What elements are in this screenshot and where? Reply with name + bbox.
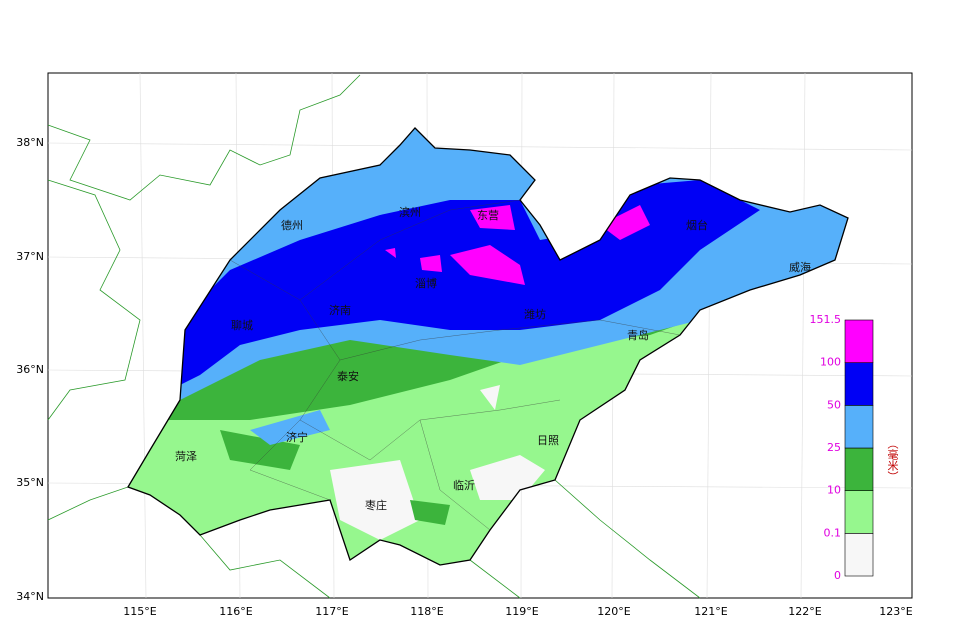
city-label: 枣庄	[365, 498, 387, 512]
lat-label: 36°N	[16, 363, 44, 376]
lat-label: 37°N	[16, 250, 44, 263]
legend-level: 50	[827, 398, 841, 411]
city-label: 滨州	[399, 205, 421, 219]
city-label: 聊城	[231, 318, 253, 332]
lon-label: 120°E	[597, 605, 630, 618]
lat-label: 35°N	[16, 476, 44, 489]
legend-level: 25	[827, 441, 841, 454]
legend-swatch	[844, 319, 874, 363]
city-label: 威海	[789, 260, 811, 274]
city-label: 德州	[281, 218, 303, 232]
rain-zone	[330, 385, 545, 540]
legend-swatch	[844, 447, 874, 491]
lon-label: 118°E	[410, 605, 443, 618]
prefecture-lines	[229, 199, 681, 531]
lon-label: 115°E	[123, 605, 156, 618]
lon-label: 116°E	[219, 605, 252, 618]
province-outline	[127, 127, 849, 566]
city-label: 济宁	[286, 430, 308, 444]
lon-label: 122°E	[788, 605, 821, 618]
city-label: 菏泽	[175, 450, 197, 463]
city-label: 临沂	[453, 478, 475, 492]
labels: 38°N 37°N 36°N 35°N 34°N 115°E 116°E 117°E 118°E…	[16, 136, 913, 618]
legend-level: 0	[834, 569, 841, 582]
city-label: 日照	[537, 434, 559, 447]
city-label: 烟台	[686, 218, 708, 232]
city-label: 淄博	[415, 277, 437, 290]
lat-label: 34°N	[16, 590, 44, 603]
lon-label: 121°E	[694, 605, 727, 618]
rain-zone	[385, 205, 650, 285]
legend-level: 151.5	[810, 313, 842, 326]
lon-label: 123°E	[879, 605, 912, 618]
city-label: 潍坊	[524, 307, 546, 321]
legend-level: 10	[827, 484, 841, 497]
legend-swatch	[844, 533, 874, 577]
legend: 0 0.1 10 25 50 100 151.5 （毫米）	[810, 313, 900, 582]
lat-label: 38°N	[16, 136, 44, 149]
borders	[47, 74, 701, 599]
city-label: 泰安	[337, 369, 359, 383]
legend-swatch	[844, 405, 874, 449]
legend-unit: （毫米）	[886, 438, 899, 482]
city-label: 青岛	[627, 328, 649, 342]
legend-swatch	[844, 362, 874, 406]
lon-label: 117°E	[315, 605, 348, 618]
legend-level: 100	[820, 356, 841, 369]
legend-level: 0.1	[824, 526, 842, 539]
lon-label: 119°E	[505, 605, 538, 618]
legend-swatch	[844, 490, 874, 534]
city-label: 东营	[477, 208, 499, 222]
city-label: 济南	[329, 303, 351, 317]
